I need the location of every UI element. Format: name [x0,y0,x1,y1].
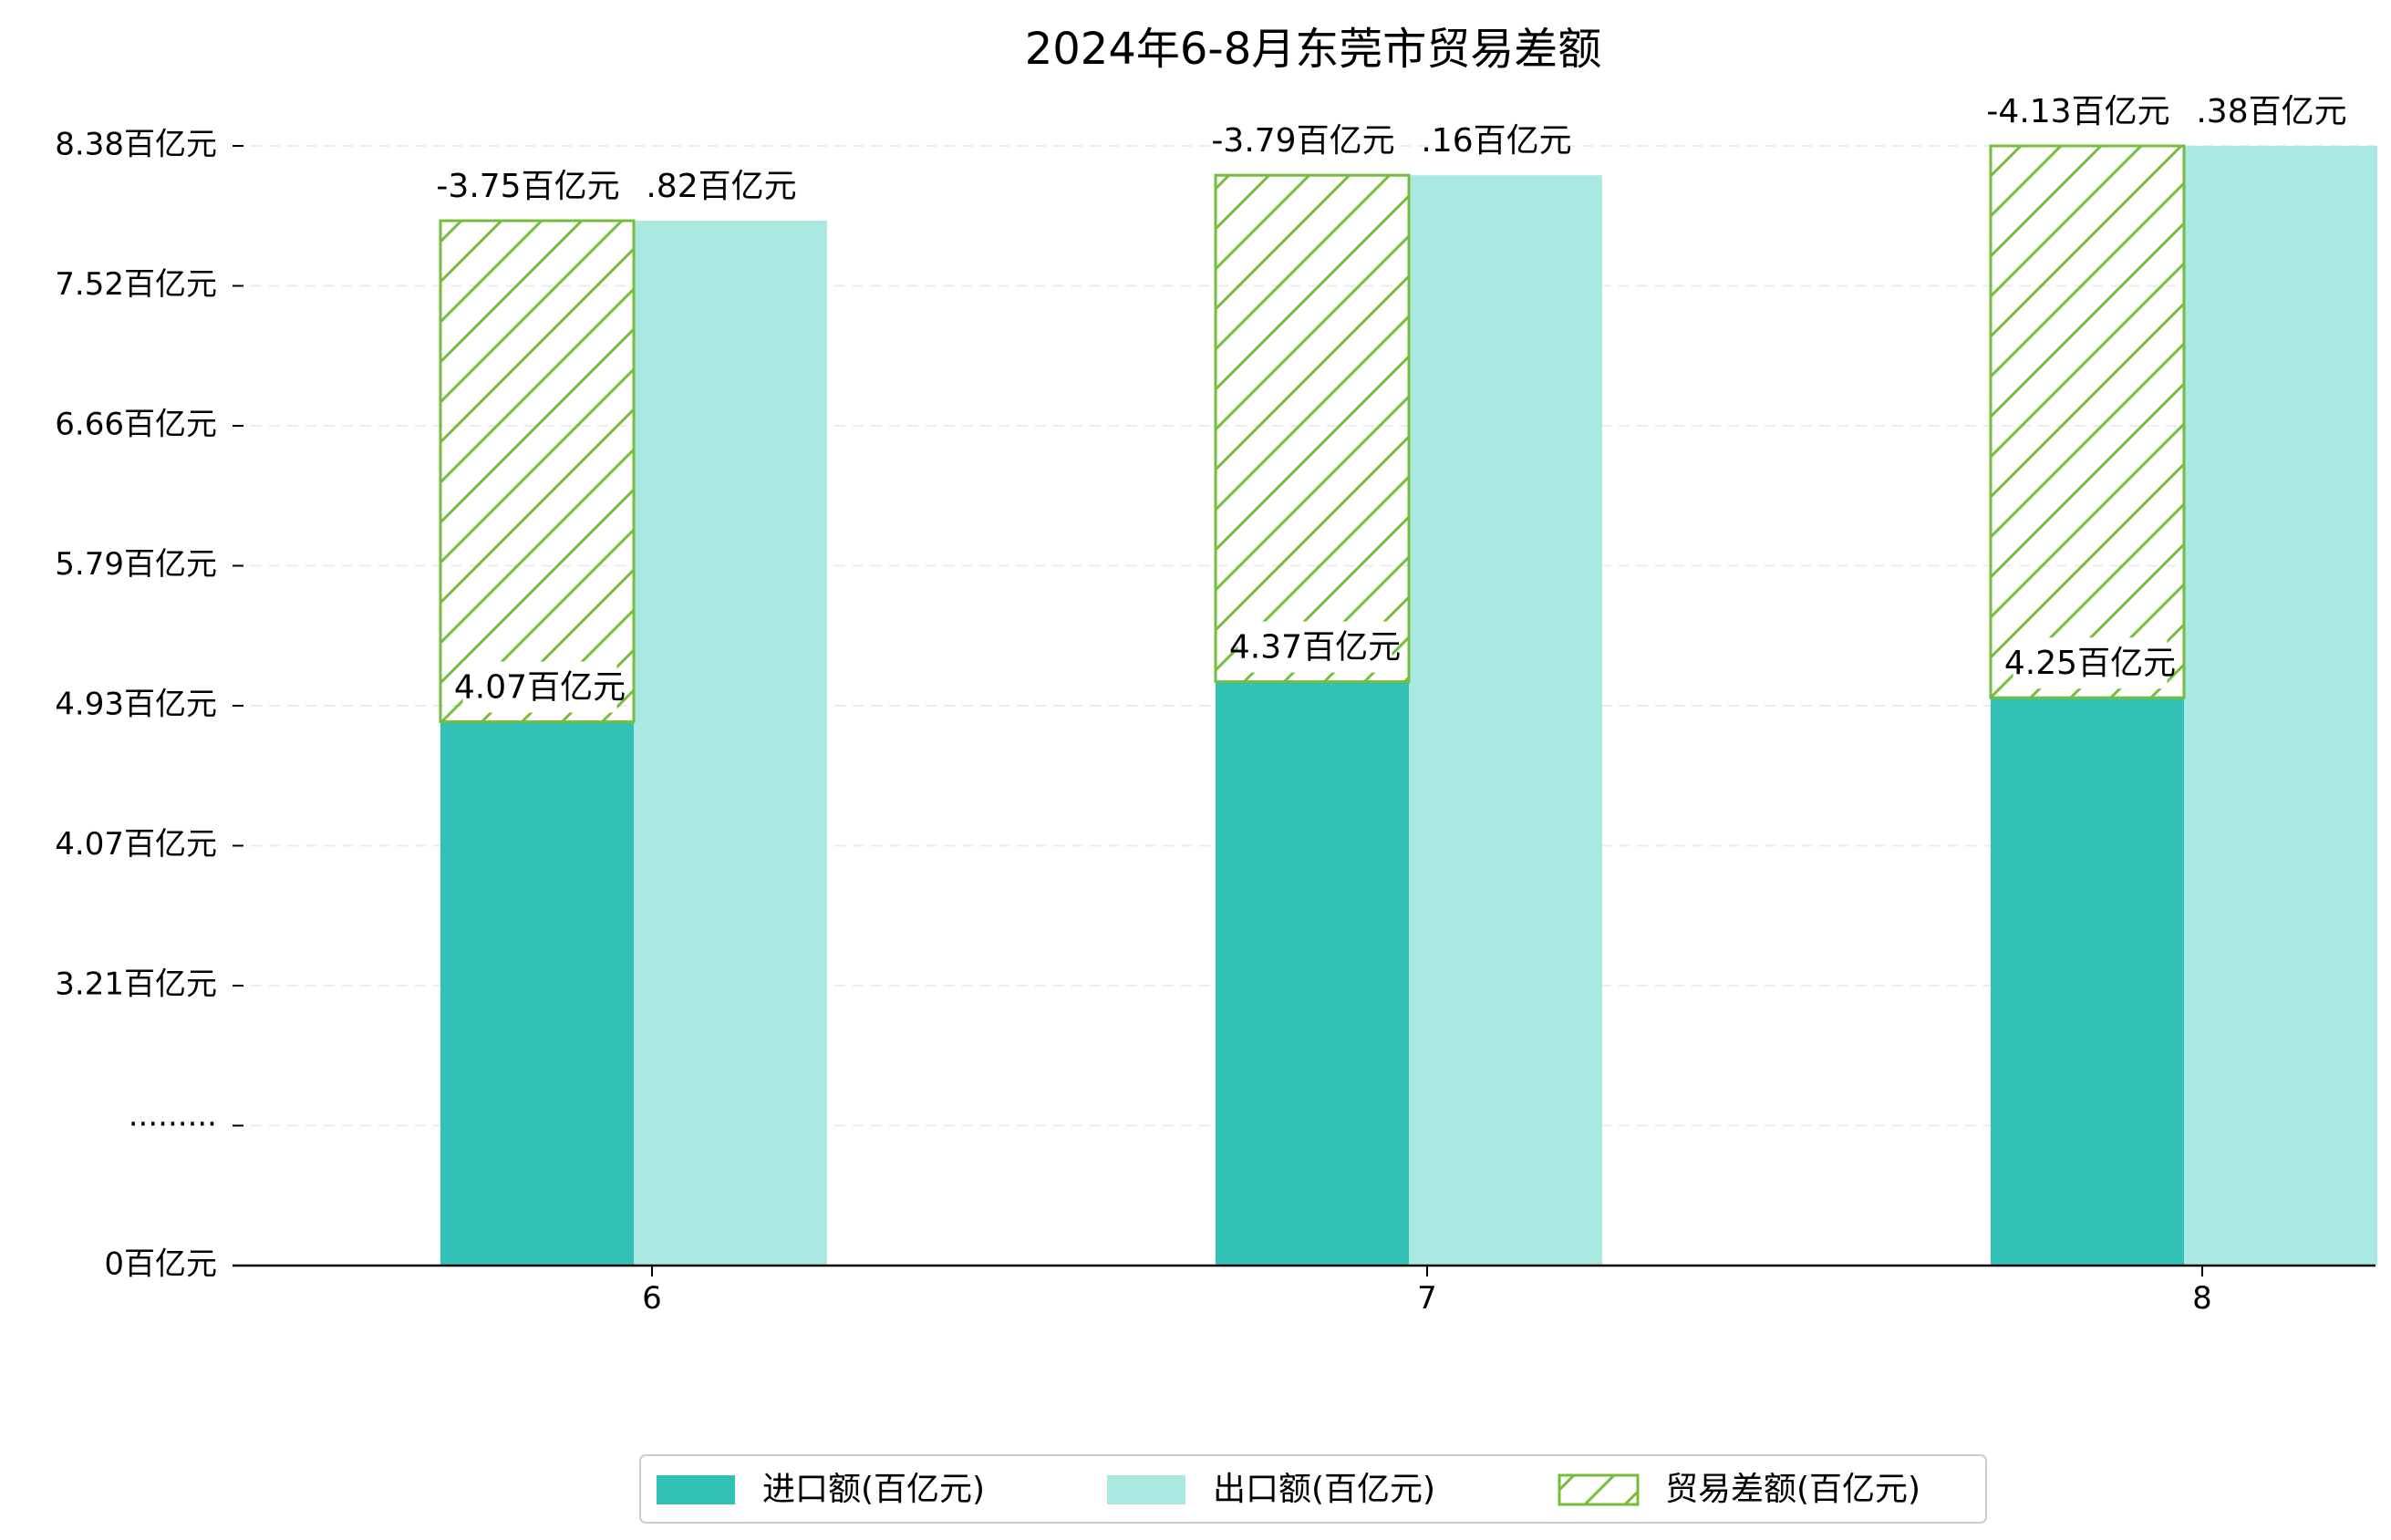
x-tick-label: 8 [2192,1280,2212,1317]
y-tick-label: 4.07百亿元 [55,826,217,863]
bar-import-7 [1216,681,1409,1266]
chart-title: 2024年6-8月东莞市贸易差额 [1025,24,1602,75]
bar-balance-8 [1989,144,2186,699]
label-balance-8: -4.13百亿元 [1986,93,2169,130]
label-export-8-bg [2204,86,2339,137]
y-tick-label: 8.38百亿元 [55,127,217,163]
bar-export-7 [1409,175,1602,1266]
legend-swatch-import [657,1475,735,1504]
label-export-6-bg [654,160,789,212]
label-export-7-bg [1429,115,1564,167]
bar-balance-6 [439,219,636,724]
legend-swatch-export [1107,1475,1185,1504]
data-labels: 4.07百亿元 .82百亿元 -3.75百亿元 4.37百亿元 .16百亿元 -3.79百… [436,86,2347,713]
label-import-7: 4.37百亿元 [1229,629,1401,667]
label-import-8: 4.25百亿元 [2004,645,2176,682]
y-tick-label: 4.93百亿元 [55,687,217,723]
bar-import-8 [1991,698,2184,1266]
y-tick-label: 0百亿元 [104,1246,217,1283]
label-import-6: 4.07百亿元 [454,669,626,707]
bars [439,144,2377,1266]
y-tick-label: 3.21百亿元 [55,966,217,1003]
y-tick-label: 6.66百亿元 [55,407,217,443]
label-balance-8-bg [1992,86,2165,137]
x-tick-label: 7 [1417,1280,1437,1317]
bar-import-6 [440,721,634,1266]
label-balance-7: -3.79百亿元 [1211,122,1394,160]
legend-swatch-balance [1558,1473,1640,1506]
x-axis-ticks: 6 7 8 [642,1266,2212,1317]
bar-balance-7 [1214,173,1411,684]
y-axis-ticks: 0百亿元 ········· 3.21百亿元 4.07百亿元 4.93百亿元 5.79百亿… [55,127,243,1283]
label-export-8: .38百亿元 [2196,93,2346,130]
bar-export-8 [2184,146,2377,1266]
legend: 进口额(百亿元) 出口额(百亿元) 贸易差额(百亿元) [639,1454,1987,1524]
label-balance-6: -3.75百亿元 [436,168,619,205]
legend-label-balance: 贸易差额(百亿元) [1665,1471,1920,1508]
y-tick-label: ········· [129,1106,217,1142]
label-import-6-bg [462,661,617,713]
y-tick-label: 5.79百亿元 [55,546,217,583]
legend-label-import: 进口额(百亿元) [762,1471,985,1508]
bar-export-6 [634,221,827,1266]
label-export-7: .16百亿元 [1421,122,1571,160]
y-tick-label: 7.52百亿元 [55,266,217,303]
label-import-8-bg [2013,637,2168,689]
label-balance-6-bg [441,160,615,212]
label-balance-7-bg [1216,115,1390,167]
label-export-6: .82百亿元 [646,168,796,205]
x-tick-label: 6 [642,1280,662,1317]
legend-frame [639,1454,1987,1524]
label-import-7-bg [1237,621,1392,673]
legend-label-export: 出口额(百亿元) [1213,1471,1435,1508]
